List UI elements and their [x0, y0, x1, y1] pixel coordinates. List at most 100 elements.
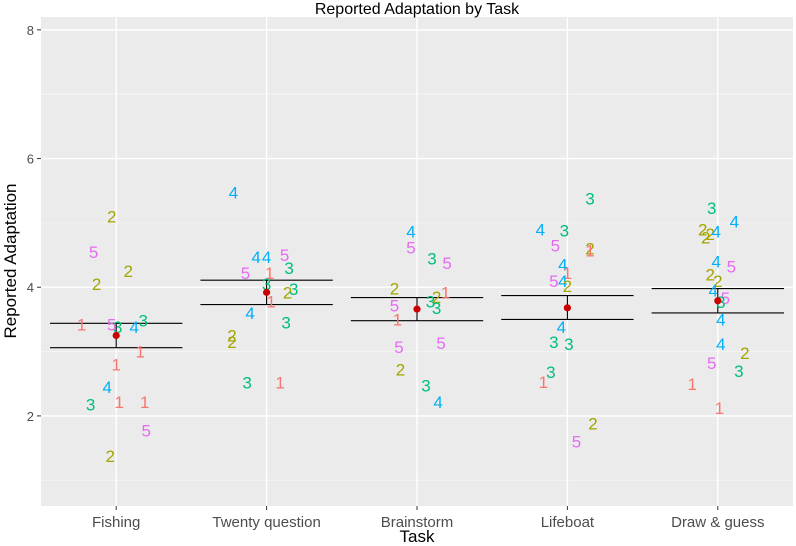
- data-point-label: 2: [698, 220, 707, 239]
- data-point-label: 1: [715, 399, 724, 418]
- mean-point: [263, 288, 271, 296]
- y-axis-ticks: 2 4 6 8: [27, 23, 41, 424]
- data-point-label: 2: [713, 272, 722, 291]
- x-tick-label: Draw & guess: [671, 514, 764, 531]
- data-point-label: 5: [107, 316, 116, 335]
- data-point-label: 2: [105, 447, 114, 466]
- data-point-label: 3: [549, 333, 558, 352]
- data-point-label: 3: [281, 314, 290, 333]
- data-point-label: 4: [712, 253, 721, 272]
- y-tick-label: 2: [27, 409, 34, 424]
- data-point-label: 2: [706, 265, 715, 284]
- data-point-label: 1: [265, 264, 274, 283]
- data-point-label: 4: [709, 281, 718, 300]
- y-axis-label: Reported Adaptation: [1, 183, 20, 338]
- chart-title: Reported Adaptation by Task: [315, 1, 520, 18]
- y-tick-label: 4: [27, 280, 34, 295]
- x-tick-label: Brainstorm: [381, 514, 454, 531]
- gridlines: [41, 17, 793, 506]
- x-tick-label: Twenty question: [212, 514, 320, 531]
- data-point-label: 1: [136, 343, 145, 362]
- data-point-label: 4: [558, 272, 567, 291]
- data-point-label: 1: [111, 355, 120, 374]
- data-point-label: 4: [406, 222, 415, 241]
- data-point-label: 4: [716, 335, 725, 354]
- data-point-label: 3: [707, 199, 716, 218]
- data-point-label: 2: [706, 225, 715, 244]
- data-point-label: 2: [701, 229, 710, 248]
- data-point-label: 1: [140, 393, 149, 412]
- data-point-label: 3: [560, 222, 569, 241]
- data-point-label: 1: [563, 264, 572, 283]
- data-point-label: 1: [687, 375, 696, 394]
- data-point-label: 1: [77, 316, 86, 335]
- data-point-label: 3: [139, 312, 148, 331]
- data-point-label: 1: [393, 310, 402, 329]
- data-point-label: 5: [142, 422, 151, 441]
- data-point-label: 4: [558, 256, 567, 275]
- data-point-label: 2: [396, 361, 405, 380]
- data-point-label: 5: [390, 296, 399, 315]
- data-point-label: 4: [730, 213, 739, 232]
- data-point-label: 2: [585, 240, 594, 259]
- data-point-label: 3: [734, 362, 743, 381]
- data-point-label: 4: [433, 393, 442, 412]
- data-point-label: 5: [436, 334, 445, 353]
- data-point-label: 2: [227, 333, 236, 352]
- data-point-label: 3: [289, 280, 298, 299]
- data-point-label: 5: [89, 243, 98, 262]
- data-point-label: 2: [107, 207, 116, 226]
- data-point-label: 2: [283, 283, 292, 302]
- data-point-label: 3: [564, 335, 573, 354]
- data-point-label: 2: [92, 275, 101, 294]
- data-point-label: 4: [712, 222, 721, 241]
- data-point-label: 4: [229, 184, 238, 203]
- data-point-label: 3: [242, 373, 251, 392]
- data-point-label: 2: [588, 415, 597, 434]
- data-point-label: 5: [572, 433, 581, 452]
- data-point-label: 1: [585, 242, 594, 261]
- data-point-label: 5: [721, 289, 730, 308]
- data-point-label: 1: [266, 292, 275, 311]
- mean-point: [112, 331, 120, 340]
- data-point-label: 3: [427, 249, 436, 268]
- data-point-label: 4: [130, 318, 139, 337]
- data-point-label: 5: [442, 254, 451, 273]
- data-point-label: 4: [251, 248, 260, 267]
- data-point-label: 5: [727, 258, 736, 277]
- data-point-label: 3: [432, 299, 441, 318]
- data-point-label: 2: [432, 288, 441, 307]
- x-tick-label: Fishing: [92, 514, 140, 531]
- data-point-label: 2: [390, 280, 399, 299]
- data-point-label: 1: [275, 373, 284, 392]
- data-point-label: 1: [539, 373, 548, 392]
- data-point-label: 5: [707, 354, 716, 373]
- data-point-label: 5: [241, 264, 250, 283]
- x-axis-label: Task: [400, 527, 435, 546]
- y-tick-label: 6: [27, 152, 34, 167]
- data-point-label: 4: [716, 310, 725, 329]
- data-point-label: 5: [549, 272, 558, 291]
- data-point-label: 5: [394, 338, 403, 357]
- data-point-label: 5: [551, 236, 560, 255]
- data-point-label: 2: [227, 326, 236, 345]
- data-point-label: 2: [123, 262, 132, 281]
- data-point-label: 5: [406, 238, 415, 257]
- data-point-label: 3: [86, 395, 95, 414]
- data-point-label: 3: [262, 275, 271, 294]
- x-tick-label: Lifeboat: [541, 514, 595, 531]
- data-point-label: 4: [102, 378, 111, 397]
- data-point-label: 3: [585, 189, 594, 208]
- mean-point: [563, 304, 572, 312]
- y-tick-label: 8: [27, 23, 34, 38]
- data-point-label: 1: [441, 283, 450, 302]
- data-point-label: 4: [536, 220, 545, 239]
- data-point-label: 3: [426, 292, 435, 311]
- data-point-label: 3: [546, 363, 555, 382]
- data-point-label: 4: [557, 318, 566, 337]
- data-point-label: 3: [113, 318, 122, 337]
- data-point-label: 4: [262, 248, 271, 267]
- mean-point: [413, 305, 421, 313]
